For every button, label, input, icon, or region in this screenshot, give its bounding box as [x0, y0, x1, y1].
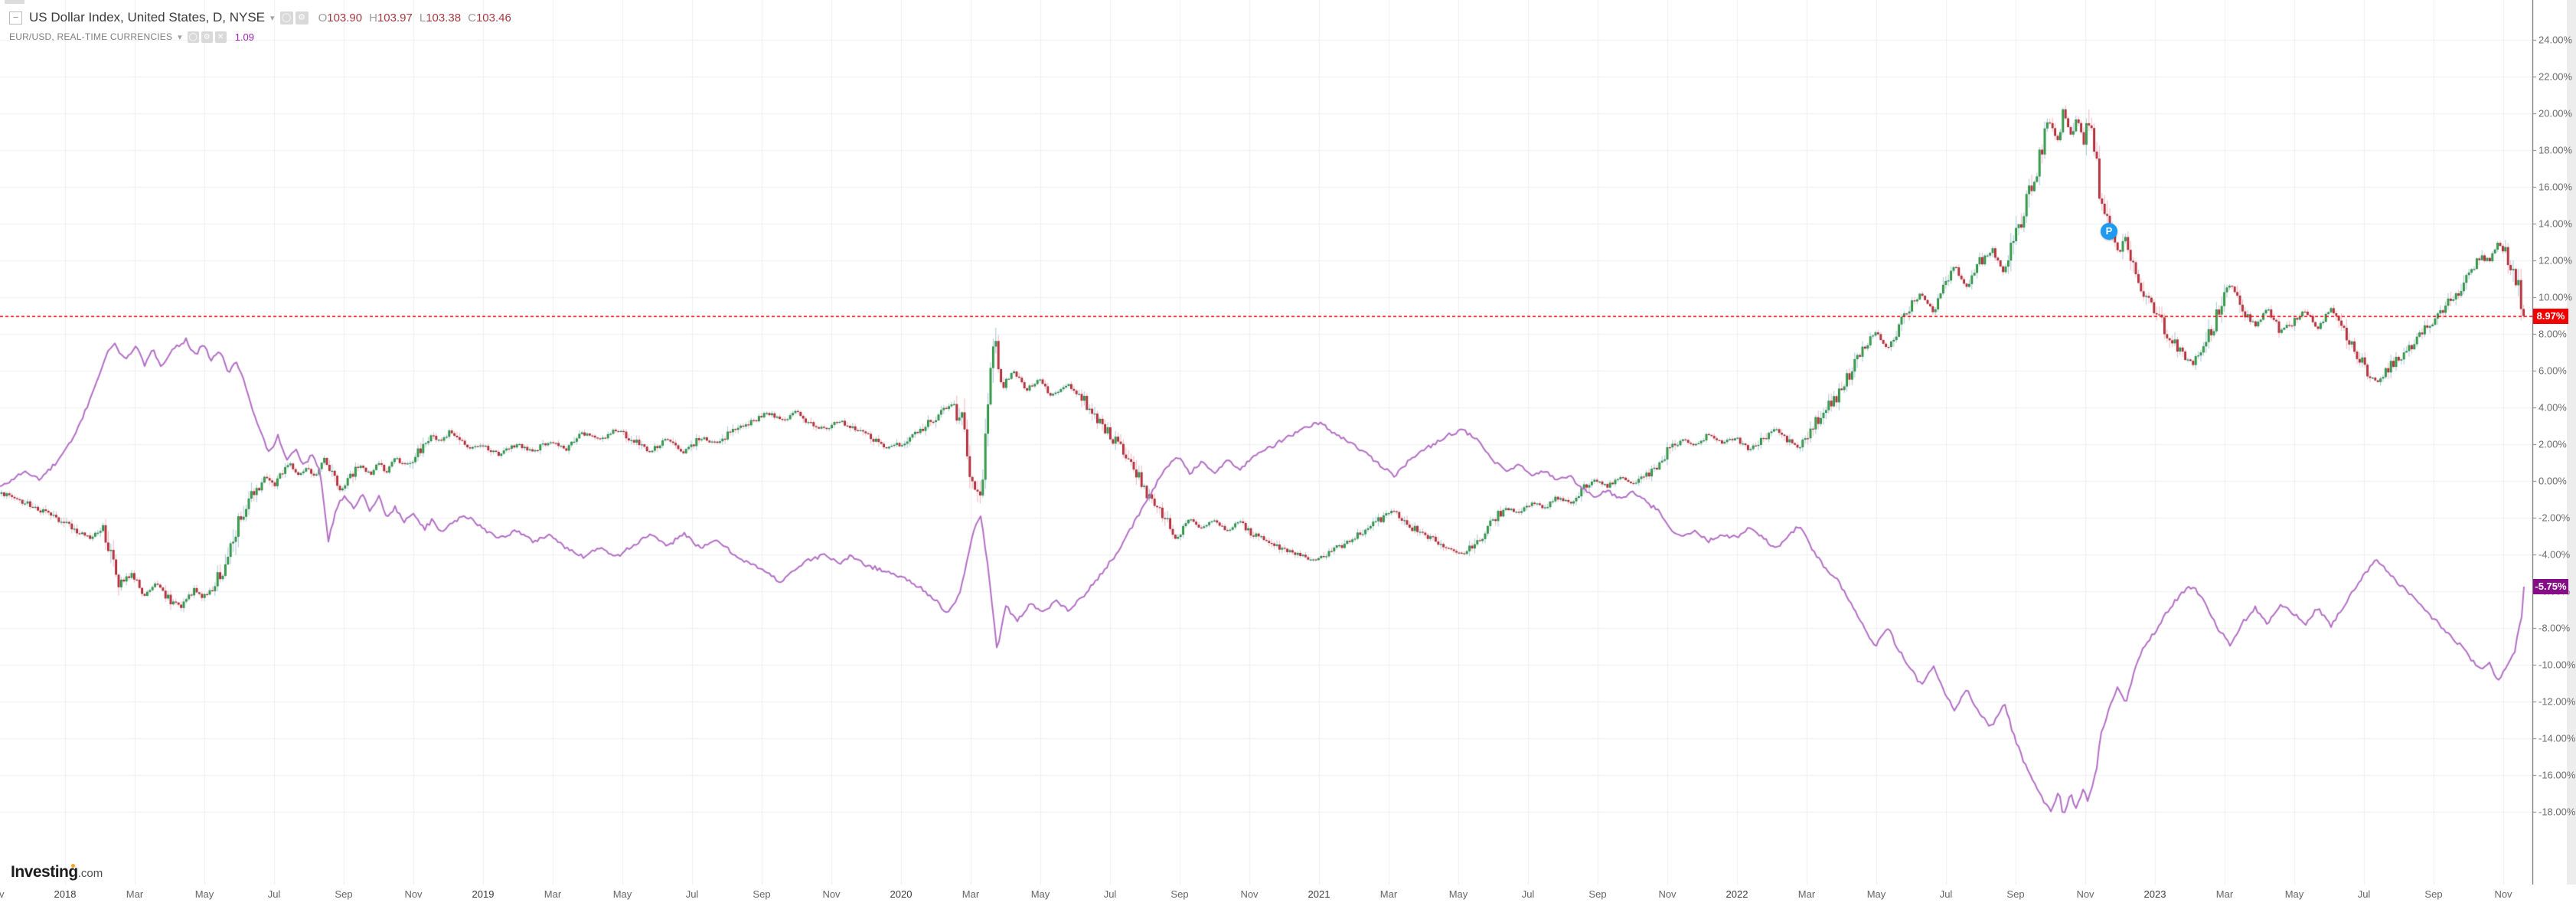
compare-value: 1.09 [234, 31, 255, 43]
x-tick-label: 2018 [54, 888, 77, 900]
x-tick-label: Nov [2494, 888, 2512, 900]
low-label: L [419, 11, 426, 25]
brand-suffix: .com [77, 867, 103, 880]
open-value: 103.90 [327, 11, 363, 25]
high-label: H [369, 11, 377, 25]
x-tick-label: Sep [1588, 888, 1607, 900]
compare-price-badge: -5.75% [2533, 579, 2568, 594]
x-tick-label: May [1866, 888, 1886, 900]
gear-icon[interactable]: ⚙ [201, 31, 213, 43]
investing-logo: Investing.com [11, 863, 103, 881]
x-tick-label: Mar [1797, 888, 1816, 900]
right-scroll-strip [2567, 0, 2576, 899]
high-value: 103.97 [377, 11, 413, 25]
x-tick-label: Jul [267, 888, 281, 900]
x-tick-label: Nov [0, 888, 5, 900]
x-tick-label: 2019 [472, 888, 495, 900]
gear-icon[interactable]: ⚙ [295, 11, 309, 25]
x-tick-label: Jul [1939, 888, 1953, 900]
y-tick-label: 20.00% [2538, 107, 2573, 119]
x-tick-label: Mar [126, 888, 144, 900]
close-label: C [468, 11, 476, 25]
instrument-title: US Dollar Index, United States, D, NYSE [29, 10, 266, 25]
compare-legend-row: EUR/USD, REAL-TIME CURRENCIES ▾ ◯ ⚙ ✕ 1.… [9, 29, 518, 44]
x-tick-label: Jul [685, 888, 699, 900]
instrument-legend-row: − US Dollar Index, United States, D, NYS… [9, 8, 518, 28]
chevron-down-icon[interactable]: ▾ [178, 32, 182, 42]
visibility-icon[interactable]: ◯ [279, 11, 293, 25]
y-tick-label: 24.00% [2538, 34, 2573, 46]
y-tick-label: -12.00% [2538, 695, 2576, 708]
x-tick-label: 2022 [1725, 888, 1748, 900]
y-tick-label: 12.00% [2538, 254, 2573, 267]
price-axis[interactable]: 24.00% 22.00% 20.00% 18.00% 16.00% 14.00% 12.0… [2532, 0, 2576, 885]
x-tick-label: May [1030, 888, 1050, 900]
y-tick-label: 18.00% [2538, 144, 2573, 156]
visibility-icon[interactable]: ◯ [187, 31, 199, 43]
x-tick-label: May [1448, 888, 1468, 900]
x-tick-label: May [612, 888, 632, 900]
y-tick-label: 10.00% [2538, 291, 2573, 303]
open-label: O [318, 11, 328, 25]
y-tick-label: 14.00% [2538, 218, 2573, 230]
x-tick-label: Sep [1170, 888, 1189, 900]
chart-legend: − US Dollar Index, United States, D, NYS… [9, 8, 518, 44]
y-tick-label: -2.00% [2538, 512, 2571, 524]
x-tick-label: Nov [1658, 888, 1677, 900]
y-tick-label: 22.00% [2538, 70, 2573, 83]
x-tick-label: 2021 [1308, 888, 1330, 900]
y-tick-label: 4.00% [2538, 401, 2567, 414]
last-price-badge: 8.97% [2533, 308, 2568, 324]
y-tick-label: 0.00% [2538, 475, 2567, 487]
x-tick-label: May [2284, 888, 2304, 900]
x-tick-label: Jul [2357, 888, 2371, 900]
pin-marker[interactable]: P [2100, 222, 2117, 240]
y-tick-label: 6.00% [2538, 365, 2567, 377]
x-tick-label: Mar [2215, 888, 2234, 900]
x-tick-label: 2023 [2143, 888, 2166, 900]
x-tick-label: Sep [335, 888, 353, 900]
time-axis[interactable]: Nov 2018 Mar May Jul Sep Nov 2019 Mar May Jul Sep No… [0, 885, 2576, 906]
x-tick-label: Nov [822, 888, 841, 900]
y-tick-label: -18.00% [2538, 806, 2576, 818]
x-tick-label: Jul [1521, 888, 1535, 900]
y-tick-label: -16.00% [2538, 769, 2576, 781]
x-tick-label: May [194, 888, 214, 900]
x-tick-label: Mar [544, 888, 562, 900]
x-tick-label: Sep [2006, 888, 2025, 900]
y-tick-label: -14.00% [2538, 732, 2576, 744]
x-tick-label: Mar [1379, 888, 1398, 900]
x-tick-label: Nov [1240, 888, 1259, 900]
close-icon[interactable]: ✕ [214, 31, 227, 43]
ohlc-values: O103.90 H103.97 L103.38 C103.46 [318, 11, 518, 25]
y-tick-label: 2.00% [2538, 438, 2567, 450]
chevron-down-icon[interactable]: ▾ [270, 13, 275, 23]
x-tick-label: Nov [2076, 888, 2094, 900]
toolbar-fragment [5, 0, 24, 4]
x-tick-label: Nov [404, 888, 423, 900]
low-value: 103.38 [426, 11, 462, 25]
logo-dot-icon [71, 864, 75, 868]
brand-text: Investing [11, 863, 78, 881]
y-tick-label: 8.00% [2538, 328, 2567, 340]
x-tick-label: Sep [753, 888, 771, 900]
y-tick-label: -10.00% [2538, 659, 2576, 671]
x-tick-label: 2020 [890, 888, 913, 900]
y-tick-label: -4.00% [2538, 548, 2571, 561]
close-value: 103.46 [475, 11, 511, 25]
y-tick-label: 16.00% [2538, 181, 2573, 193]
compare-title: EUR/USD, REAL-TIME CURRENCIES [9, 31, 173, 42]
x-tick-label: Jul [1103, 888, 1117, 900]
collapse-icon[interactable]: − [9, 11, 22, 25]
x-tick-label: Mar [962, 888, 980, 900]
y-tick-label: -8.00% [2538, 622, 2571, 634]
x-tick-label: Sep [2424, 888, 2443, 900]
